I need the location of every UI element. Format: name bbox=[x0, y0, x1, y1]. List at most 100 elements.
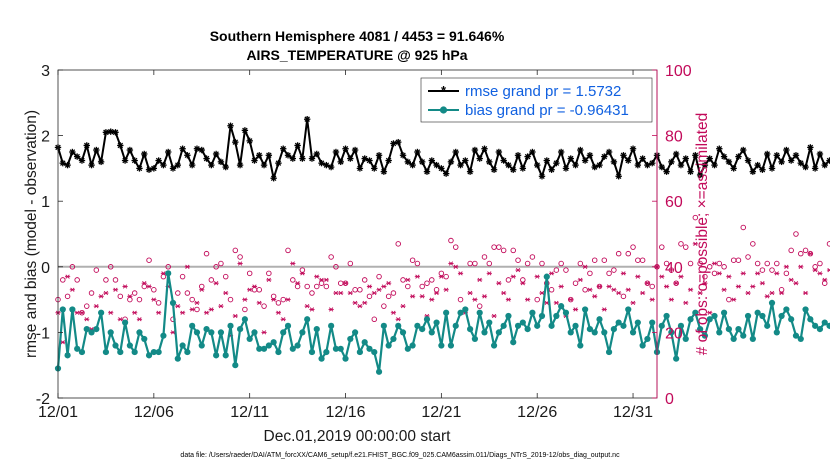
rmse-point bbox=[155, 157, 162, 164]
assimilated-obs-point bbox=[318, 277, 325, 283]
assimilated-obs-point bbox=[448, 261, 454, 266]
possible-obs-point bbox=[146, 257, 152, 263]
x-tick-label: 12/26 bbox=[517, 404, 557, 421]
assimilated-obs-point bbox=[587, 287, 593, 292]
bias-point bbox=[428, 329, 435, 336]
assimilated-obs-point bbox=[79, 310, 85, 315]
possible-obs-point bbox=[663, 260, 670, 267]
bias-point bbox=[141, 335, 148, 343]
bias-point bbox=[256, 345, 263, 352]
possible-obs-point bbox=[352, 287, 358, 293]
rmse-point bbox=[299, 155, 306, 162]
rmse-point bbox=[246, 137, 253, 145]
assimilated-obs-point bbox=[314, 274, 320, 279]
possible-obs-point bbox=[376, 273, 382, 280]
bias-point bbox=[299, 329, 306, 336]
bias-point bbox=[433, 319, 440, 326]
rmse-point bbox=[490, 166, 498, 173]
possible-obs-point bbox=[390, 290, 397, 296]
possible-obs-point bbox=[452, 244, 459, 250]
assimilated-obs-point bbox=[74, 310, 80, 315]
bias-point bbox=[304, 316, 311, 323]
rmse-point bbox=[696, 171, 704, 179]
bias-point bbox=[102, 348, 110, 356]
assimilated-obs-point bbox=[721, 287, 727, 292]
rmse-point bbox=[481, 145, 488, 152]
possible-obs-point bbox=[189, 296, 195, 303]
assimilated-obs-point bbox=[630, 300, 636, 306]
possible-obs-point bbox=[740, 224, 747, 231]
bias-point bbox=[64, 352, 71, 359]
rmse-point bbox=[193, 145, 201, 152]
assimilated-obs-point bbox=[553, 300, 559, 306]
rmse-point bbox=[466, 168, 474, 175]
bias-point bbox=[457, 309, 464, 316]
rmse-point bbox=[764, 150, 771, 158]
bias-point bbox=[706, 316, 713, 323]
x-tick-label: 12/31 bbox=[613, 404, 653, 421]
bias-point bbox=[716, 329, 723, 336]
bias-point bbox=[524, 326, 531, 333]
assimilated-obs-point bbox=[333, 290, 339, 296]
bias-point bbox=[447, 342, 455, 349]
rmse-point bbox=[236, 161, 244, 169]
assimilated-obs-point bbox=[793, 281, 799, 286]
bias-point bbox=[534, 322, 541, 329]
possible-obs-point bbox=[203, 250, 210, 257]
assimilated-obs-point bbox=[429, 297, 435, 302]
rmse-point bbox=[399, 152, 407, 159]
bias-point bbox=[342, 355, 349, 362]
bias-point bbox=[754, 309, 761, 316]
bias-point bbox=[711, 312, 718, 320]
assimilated-obs-point bbox=[491, 313, 497, 319]
rmse-point bbox=[217, 158, 225, 166]
bias-point bbox=[764, 322, 771, 329]
assimilated-obs-point bbox=[141, 281, 147, 286]
possible-obs-point bbox=[285, 247, 291, 254]
rmse-point bbox=[423, 168, 431, 175]
assimilated-obs-point bbox=[568, 297, 574, 302]
possible-obs-point bbox=[314, 283, 320, 290]
rmse-point bbox=[634, 161, 642, 169]
assimilated-obs-point bbox=[673, 281, 679, 286]
bias-point bbox=[443, 309, 450, 316]
possible-obs-point bbox=[798, 250, 804, 257]
rmse-point bbox=[740, 146, 747, 154]
possible-obs-point bbox=[347, 260, 354, 267]
assimilated-obs-point bbox=[199, 287, 205, 292]
y-left-tick-label: -1 bbox=[36, 325, 50, 342]
bias-point bbox=[438, 342, 445, 349]
bias-point bbox=[778, 312, 785, 320]
assimilated-obs-point bbox=[477, 277, 483, 283]
possible-obs-point bbox=[783, 270, 790, 277]
possible-obs-point bbox=[577, 260, 584, 267]
bias-point bbox=[251, 329, 258, 336]
bias-point bbox=[467, 326, 474, 333]
possible-obs-point bbox=[730, 257, 737, 263]
rmse-point bbox=[136, 165, 143, 172]
possible-obs-point bbox=[620, 293, 627, 300]
rmse-point bbox=[93, 146, 100, 154]
bias-point bbox=[792, 332, 800, 339]
rmse-point bbox=[212, 150, 220, 158]
rmse-point bbox=[701, 161, 709, 169]
bias-point bbox=[510, 339, 517, 346]
assimilated-obs-point bbox=[309, 307, 315, 312]
rmse-point bbox=[131, 157, 138, 164]
bias-point bbox=[69, 306, 76, 313]
possible-obs-point bbox=[131, 290, 138, 296]
bias-point bbox=[673, 355, 680, 362]
assimilated-obs-point bbox=[572, 307, 579, 312]
bias-point bbox=[605, 348, 613, 356]
bias-point bbox=[222, 352, 229, 359]
possible-obs-point bbox=[726, 296, 732, 303]
assimilated-obs-point bbox=[443, 287, 449, 292]
bias-point bbox=[155, 348, 162, 356]
assimilated-obs-point bbox=[146, 284, 152, 289]
possible-obs-point bbox=[476, 303, 483, 309]
x-tick-label: 12/11 bbox=[230, 404, 269, 421]
legend-bias-marker bbox=[439, 106, 448, 114]
possible-obs-point bbox=[88, 290, 95, 296]
assimilated-obs-point bbox=[683, 300, 689, 306]
rmse-point bbox=[749, 168, 757, 175]
